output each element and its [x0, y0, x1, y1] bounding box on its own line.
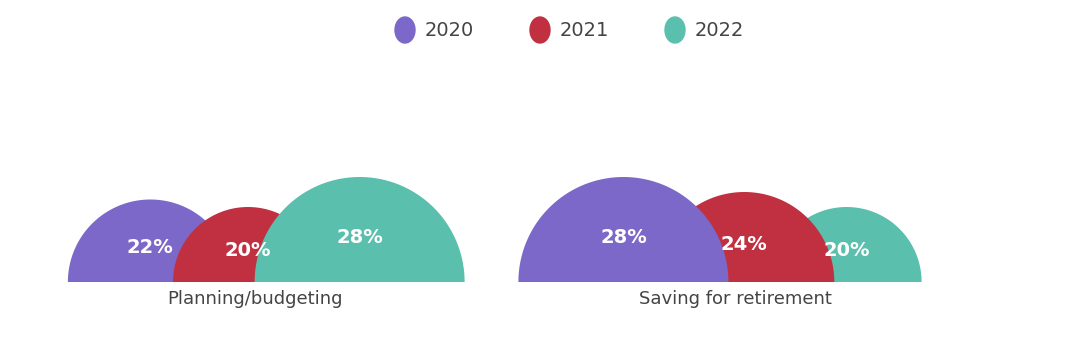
Text: Planning/budgeting: Planning/budgeting — [167, 290, 342, 308]
PathPatch shape — [771, 207, 921, 282]
Text: 24%: 24% — [721, 235, 768, 254]
Ellipse shape — [395, 17, 415, 43]
Text: 2022: 2022 — [696, 21, 744, 40]
Text: 22%: 22% — [127, 238, 174, 257]
Text: Saving for retirement: Saving for retirement — [638, 290, 832, 308]
Text: 2020: 2020 — [426, 21, 474, 40]
Ellipse shape — [665, 17, 685, 43]
PathPatch shape — [518, 177, 728, 282]
PathPatch shape — [255, 177, 464, 282]
Text: 2021: 2021 — [561, 21, 609, 40]
PathPatch shape — [68, 199, 233, 282]
Text: 28%: 28% — [336, 229, 383, 247]
Ellipse shape — [530, 17, 550, 43]
Text: 20%: 20% — [823, 241, 869, 260]
PathPatch shape — [173, 207, 323, 282]
Text: 28%: 28% — [600, 229, 647, 247]
Text: 20%: 20% — [225, 241, 271, 260]
PathPatch shape — [654, 192, 834, 282]
